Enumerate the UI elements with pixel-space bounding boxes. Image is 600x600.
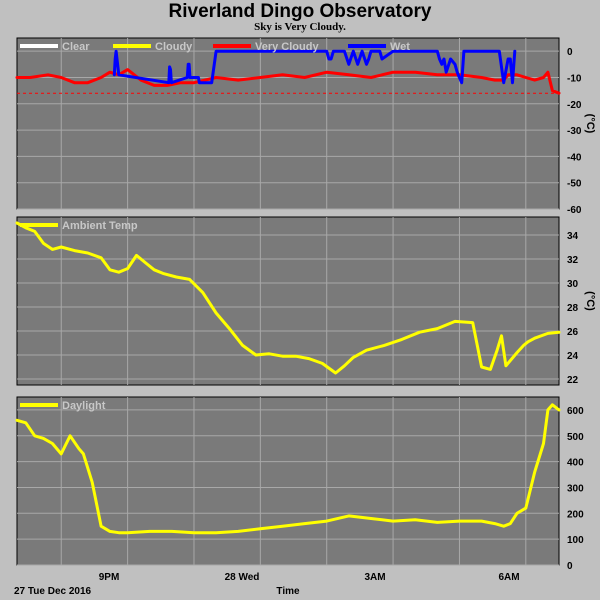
y-tick-label: 28: [567, 303, 579, 314]
y-tick-label: 300: [567, 483, 584, 494]
legend-label: Wet: [390, 41, 410, 53]
y-tick-label: -50: [567, 179, 582, 190]
legend-label: Clear: [62, 41, 90, 53]
legend-label: Daylight: [62, 400, 106, 412]
y-tick-label: -20: [567, 100, 582, 111]
y-tick-label: 400: [567, 458, 584, 469]
date-label: 27 Tue Dec 2016: [14, 586, 92, 597]
plot-area: [16, 37, 560, 210]
y-tick-label: 100: [567, 535, 584, 546]
y-tick-label: 32: [567, 255, 579, 266]
series-line-very-cloudy: [15, 68, 561, 95]
y-tick-label: 500: [567, 432, 584, 443]
x-tick-label: 9PM: [99, 572, 120, 583]
legend-label: Ambient Temp: [62, 220, 138, 232]
y-axis-unit: (°C): [584, 114, 596, 134]
page-title: Riverland Dingo Observatory: [168, 1, 432, 22]
x-tick-label: 28 Wed: [225, 572, 260, 583]
y-tick-label: 34: [567, 231, 579, 242]
plot-area: [16, 396, 560, 566]
y-tick-label: 200: [567, 509, 584, 520]
y-tick-label: 600: [567, 406, 584, 417]
x-tick-label: 6AM: [498, 572, 519, 583]
x-axis-title: Time: [276, 586, 300, 597]
y-tick-label: -30: [567, 126, 582, 137]
y-tick-label: 0: [567, 47, 573, 58]
legend-label: Cloudy: [155, 41, 193, 53]
y-tick-label: -40: [567, 152, 582, 163]
series-line-wet: [112, 49, 517, 85]
x-tick-label: 3AM: [364, 572, 385, 583]
y-tick-label: 30: [567, 279, 579, 290]
y-tick-label: -10: [567, 73, 582, 84]
series-line-daylight: [15, 403, 561, 535]
series-line-ambient-temp: [15, 221, 561, 375]
sky-status: Sky is Very Cloudy.: [254, 21, 346, 33]
y-tick-label: 0: [567, 561, 573, 572]
y-axis-unit: (°C): [584, 291, 596, 311]
y-tick-label: 26: [567, 327, 579, 338]
y-tick-label: -60: [567, 205, 582, 216]
y-tick-label: 22: [567, 375, 579, 386]
plot-area: [16, 216, 560, 386]
y-tick-label: 24: [567, 351, 579, 362]
legend-label: Very Cloudy: [255, 41, 319, 53]
